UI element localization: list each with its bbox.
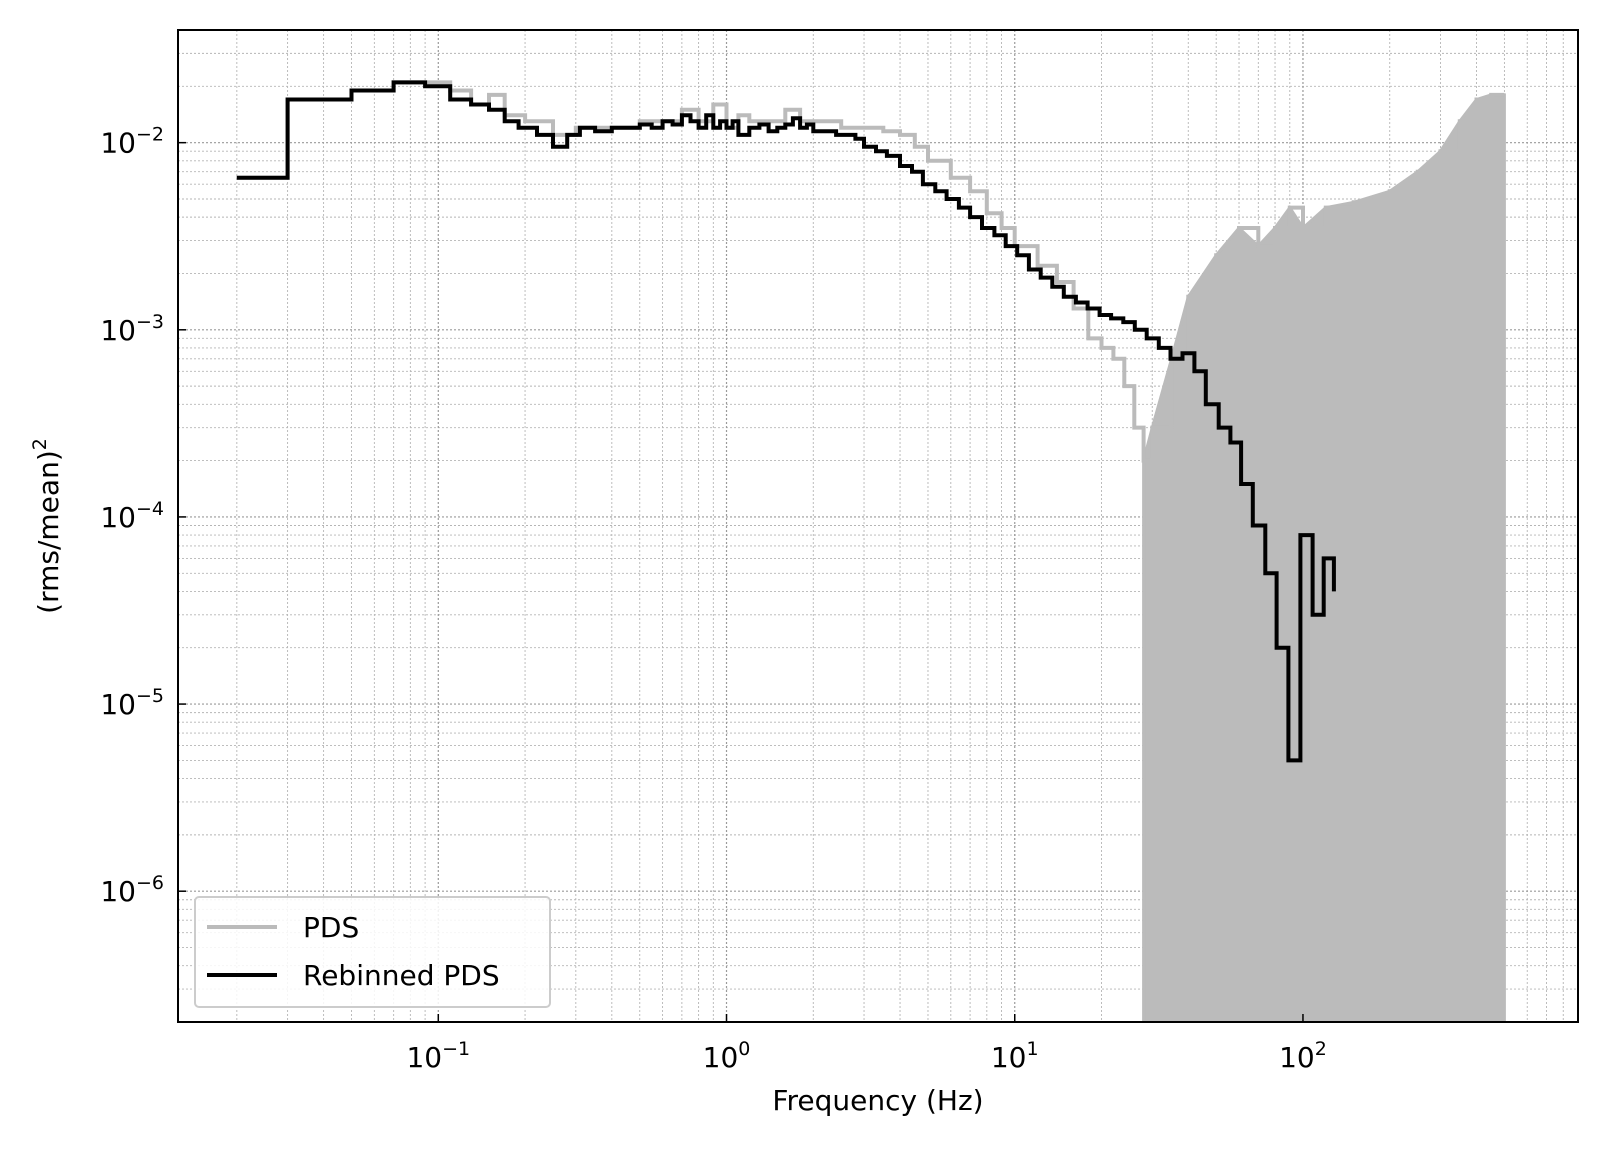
y-tick-label: 10−2 [100,124,164,160]
x-tick-label: 10−1 [406,1038,470,1074]
legend-box [194,896,551,1008]
y-tick-label: 10−4 [100,498,164,534]
x-tick-label: 100 [703,1038,751,1074]
plot-frame [177,29,1579,1023]
y-axis-label-power: 2 [29,438,51,450]
y-tick-label: 10−6 [100,872,164,908]
series-rebinned-pds [236,80,1336,763]
y-tick-label: 10−5 [100,685,164,721]
x-tick-label: 102 [1279,1038,1327,1074]
y-axis-label: (rms/mean)2 [29,438,65,614]
legend: PDS Rebinned PDS [194,896,551,1008]
major-grid [178,30,1578,1022]
tick-labels: 10−1 100 101 102 10−2 10−3 10−4 10−5 10−6 [100,124,1326,1074]
x-axis-label: Frequency (Hz) [772,1084,983,1117]
x-tick-label: 101 [991,1038,1039,1074]
y-tick-label: 10−3 [100,311,164,347]
legend-label-rebinned-pds: Rebinned PDS [303,959,500,992]
tick-marks [178,141,1304,1022]
rebinned-pds-line [236,80,1336,763]
legend-label-pds: PDS [303,911,359,944]
y-axis-label-base: (rms/mean) [32,450,65,614]
series-layer [236,80,1506,1022]
pds-line [236,80,1505,463]
